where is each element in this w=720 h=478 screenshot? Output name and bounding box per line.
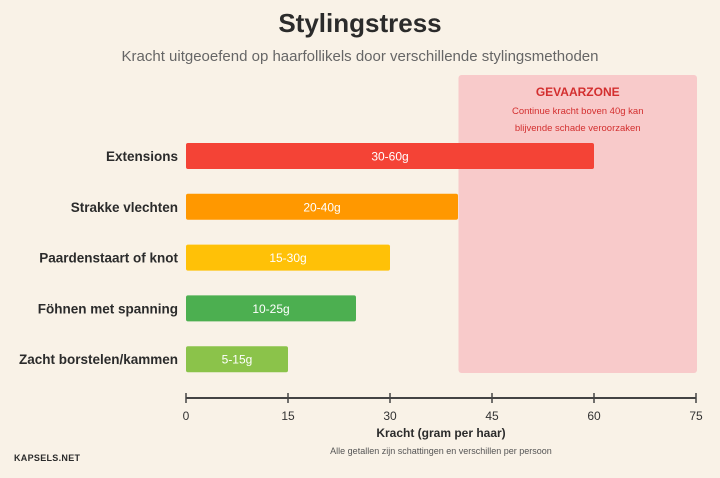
danger-zone-text-line2: blijvende schade veroorzaken (515, 123, 641, 134)
category-label-5: Zacht borstelen/kammen (19, 352, 178, 367)
danger-zone-text-line1: Continue kracht boven 40g kan (512, 106, 644, 117)
x-tick-label-1: 0 (183, 409, 190, 423)
x-tick-label-6: 75 (689, 409, 703, 423)
chart-title: Stylingstress (278, 8, 442, 38)
category-label-2: Strakke vlechten (71, 200, 178, 215)
bar-5 (186, 346, 288, 373)
danger-zone-area (458, 75, 697, 373)
brand-logo-text: KAPSELS.NET (14, 453, 81, 463)
x-tick-label-3: 30 (383, 409, 397, 423)
bar-value-label-1: 30-60g (371, 150, 408, 164)
bar-3 (186, 244, 390, 271)
bar-1 (186, 143, 594, 169)
bar-value-label-4: 10-25g (252, 302, 289, 316)
category-label-4: Föhnen met spanning (38, 301, 178, 316)
category-label-1: Extensions (106, 149, 178, 164)
chart-subtitle: Kracht uitgeoefend op haarfollikels door… (121, 48, 599, 65)
chart-footnote: Alle getallen zijn schattingen en versch… (330, 446, 552, 456)
x-tick-label-2: 15 (281, 409, 295, 423)
bar-value-label-2: 20-40g (303, 200, 340, 214)
x-axis-label: Kracht (gram per haar) (376, 426, 505, 440)
category-label-3: Paardenstaart of knot (39, 251, 178, 266)
bar-4 (186, 295, 356, 322)
bar-2 (186, 193, 458, 220)
bar-value-label-5: 5-15g (222, 353, 253, 367)
x-tick-label-5: 60 (587, 409, 601, 423)
danger-zone-title: GEVAARZONE (536, 85, 620, 99)
bar-value-label-3: 15-30g (269, 251, 306, 265)
x-tick-label-4: 45 (485, 409, 499, 423)
